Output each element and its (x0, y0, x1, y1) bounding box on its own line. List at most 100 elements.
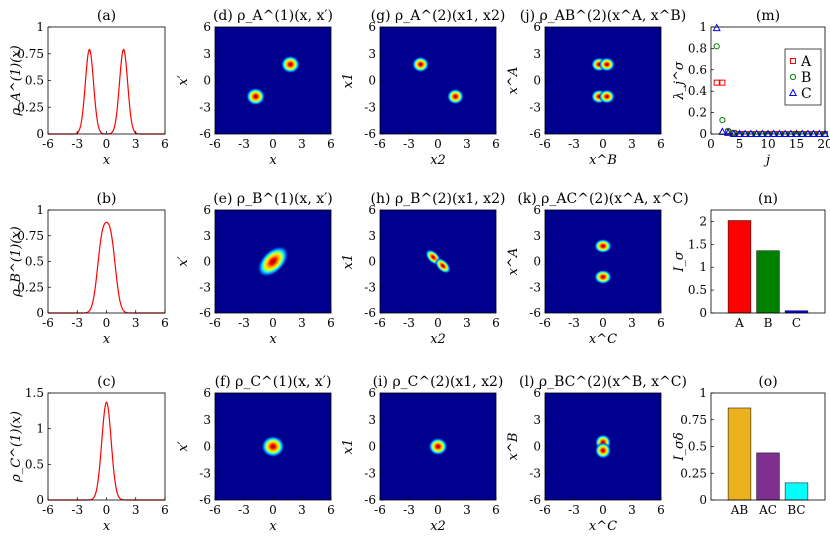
panel-title: (d) ρ_A^(1)(x, x′) (213, 8, 333, 24)
legend: ABC (784, 48, 822, 106)
x-tick-label: 0 (103, 316, 111, 330)
y-tick-label: -6 (529, 306, 541, 320)
y-tick-label: 3 (203, 47, 211, 61)
heatmap-background (380, 27, 496, 134)
y-axis-label: x^A (506, 67, 521, 95)
scatter-point-C (815, 129, 824, 137)
y-tick-label: 3 (203, 413, 211, 427)
x-axis-label: x^C (589, 519, 617, 534)
y-tick-label: 0.4 (688, 84, 707, 98)
heatmap-background (545, 27, 661, 134)
scatter-point-B (713, 43, 720, 50)
density-curve (48, 221, 165, 314)
scatter-point-C (792, 129, 801, 137)
y-tick-label: 0 (368, 440, 376, 454)
x-tick-label: 0 (103, 137, 111, 151)
y-tick-label: -3 (199, 280, 211, 294)
y-tick-label: 1 (699, 386, 707, 400)
legend-marker-A (790, 58, 796, 64)
x-tick-label: 6 (327, 316, 335, 330)
x-tick-label: -6 (209, 137, 221, 151)
y-tick-label: -6 (364, 127, 376, 141)
scatter-point-C (786, 129, 795, 137)
x-tick-label: -3 (71, 137, 83, 151)
x-tick-label: 3 (628, 503, 636, 517)
x-tick-label: 0 (707, 137, 715, 151)
y-axis-label: x1 (341, 439, 356, 455)
y-tick-label: -3 (364, 466, 376, 480)
y-tick-label: 3 (368, 229, 376, 243)
y-tick-label: 0.5 (25, 74, 44, 88)
x-tick-label: 6 (161, 316, 169, 330)
scatter-point-C (758, 129, 767, 137)
x-tick-label: -6 (42, 316, 54, 330)
scatter-point-B (725, 127, 732, 134)
scatter-point-A (719, 79, 726, 86)
x-tick-label: 0 (434, 137, 442, 151)
x-tick-label: 0 (269, 316, 277, 330)
y-axis-label: x′ (176, 75, 191, 85)
x-tick-label: 10 (760, 137, 775, 151)
legend-label: B (801, 70, 811, 86)
scatter-point-C (798, 129, 807, 137)
heatmap-peak (598, 89, 615, 104)
y-tick-label: 1 (36, 422, 44, 436)
x-tick-label: 6 (657, 137, 665, 151)
scatter-point-B (719, 116, 726, 124)
scatter-point-C (718, 127, 727, 135)
y-tick-label: 0 (203, 440, 211, 454)
x-tick-label: 6 (657, 316, 665, 330)
x-tick-label: -6 (539, 137, 551, 151)
y-tick-label: -6 (199, 127, 211, 141)
x-tick-label: 6 (327, 137, 335, 151)
y-tick-label: 0 (36, 306, 44, 320)
x-tick-label: -6 (209, 316, 221, 330)
x-tick-label: 6 (161, 137, 169, 151)
y-tick-label: -3 (364, 100, 376, 114)
panel-a: -6 -3 0 3 6 0 0.25 0.5 0.75 1 (a) x ρ_A^(1)(x) (9, 8, 169, 168)
heatmap-peak (594, 238, 612, 254)
x-category-label: AB (730, 503, 749, 517)
panel-b: -6 -3 0 3 6 0 0.25 0.5 0.75 1 (b) x ρ_B^(1)(x) (9, 191, 169, 347)
y-tick-label: 0.6 (688, 63, 707, 77)
scatter-point-C (763, 129, 773, 137)
panel-c: -6 -3 0 3 6 0 0.5 1 1.5 (c) x ρ_C^(1)(x) (9, 374, 169, 534)
y-axis-label: ρ_A^(1)(x) (9, 45, 24, 116)
x-tick-label: -3 (71, 503, 83, 517)
y-tick-label: 0 (368, 255, 376, 269)
y-tick-label: 1 (699, 260, 707, 274)
heatmap-background (215, 27, 331, 134)
x-axis-label: x2 (430, 519, 446, 534)
y-tick-label: 6 (533, 203, 541, 217)
y-tick-label: -6 (199, 493, 211, 507)
y-tick-label: 6 (203, 20, 211, 34)
panel-title: (g) ρ_A^(2)(x1, x2) (371, 8, 506, 24)
heatmap-peak (598, 57, 615, 72)
heatmap-peak (246, 87, 266, 106)
scatter-point-C (809, 129, 818, 137)
heatmap-peak (261, 435, 285, 458)
y-axis-label: x′ (176, 441, 191, 451)
y-tick-label: -3 (364, 280, 376, 294)
scatter-point-C (752, 129, 761, 137)
y-tick-label: 0.5 (25, 457, 44, 471)
y-axis-label: I_σ (672, 250, 687, 273)
scatter-point-C (781, 129, 790, 137)
x-tick-label: 6 (492, 316, 500, 330)
y-tick-label: 0 (699, 127, 707, 141)
y-axis-label: ρ_C^(1)(x) (9, 411, 24, 483)
y-tick-label: 3 (533, 229, 541, 243)
density-curve (48, 48, 165, 135)
y-tick-label: 3 (533, 413, 541, 427)
x-tick-label: -3 (403, 503, 415, 517)
x-tick-label: 3 (628, 137, 636, 151)
bar-A (727, 220, 752, 314)
y-tick-label: -3 (529, 466, 541, 480)
x-tick-label: -3 (403, 316, 415, 330)
y-tick-label: 0 (203, 74, 211, 88)
